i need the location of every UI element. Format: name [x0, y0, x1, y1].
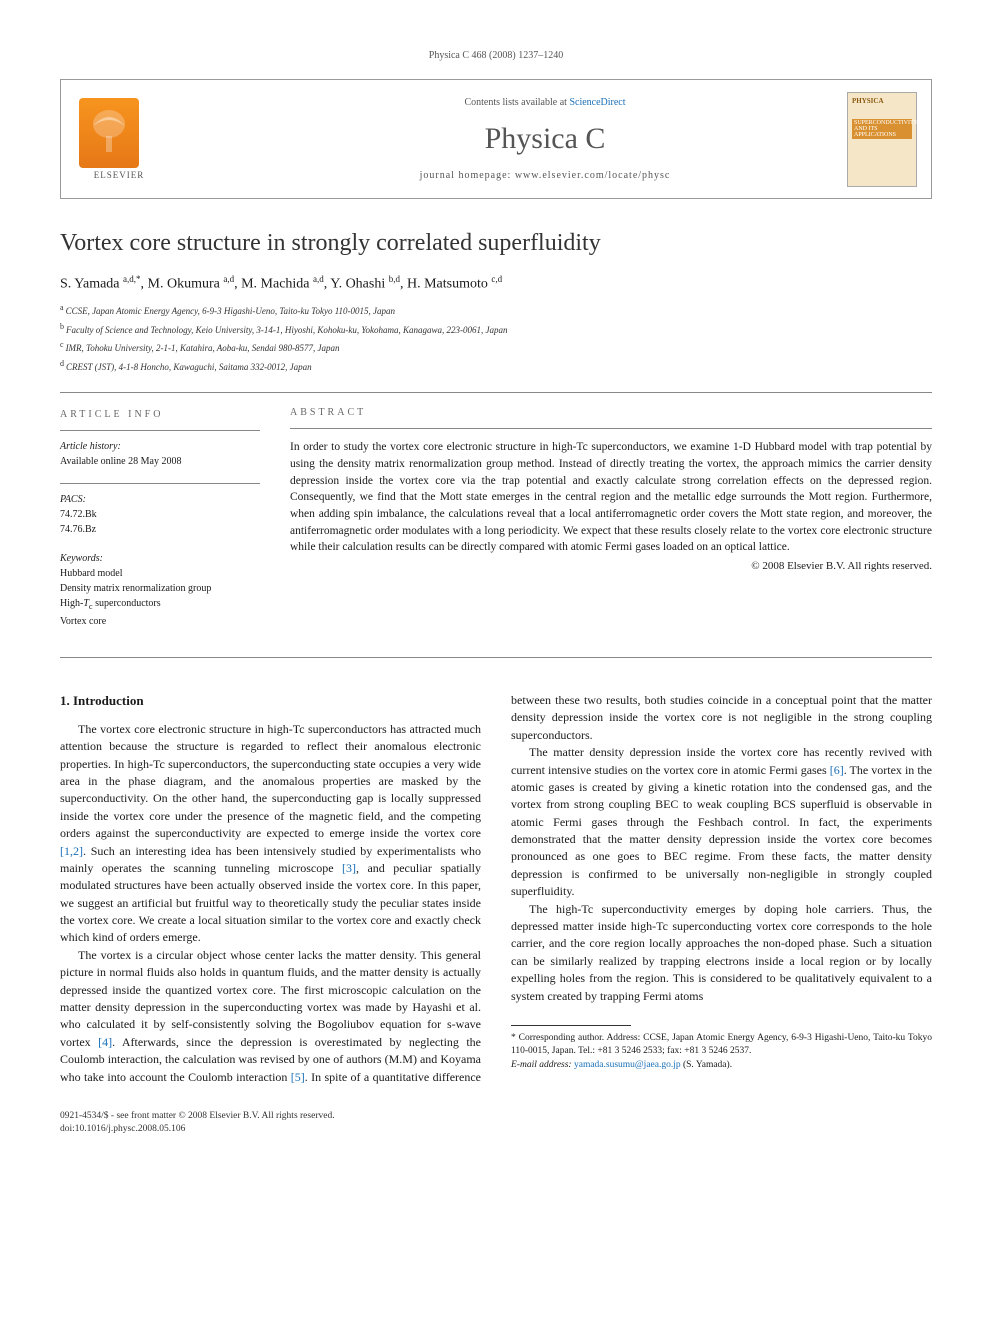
keywords-label: Keywords:	[60, 551, 260, 566]
author-aff: c,d	[491, 274, 502, 284]
footer-issn: 0921-4534/$ - see front matter © 2008 El…	[60, 1110, 335, 1123]
running-header: Physica C 468 (2008) 1237–1240	[60, 50, 932, 61]
footer-doi: doi:10.1016/j.physc.2008.05.106	[60, 1123, 335, 1136]
keyword: Hubbard model	[60, 566, 260, 581]
email-label: E-mail address:	[511, 1060, 572, 1070]
sciencedirect-link[interactable]: ScienceDirect	[569, 97, 625, 108]
affiliation-text: CCSE, Japan Atomic Energy Agency, 6-9-3 …	[66, 306, 395, 316]
homepage-url: www.elsevier.com/locate/physc	[515, 170, 671, 181]
affiliation: bFaculty of Science and Technology, Keio…	[60, 321, 932, 338]
article-info-column: ARTICLE INFO Article history: Available …	[60, 393, 260, 642]
footnotes: * Corresponding author. Address: CCSE, J…	[511, 1032, 932, 1072]
citation-link[interactable]: [3]	[342, 861, 356, 875]
journal-header-box: ELSEVIER Contents lists available at Sci…	[60, 79, 932, 199]
abstract-heading: ABSTRACT	[290, 407, 932, 418]
keyword: Vortex core	[60, 614, 260, 629]
section-heading: 1. Introduction	[60, 692, 481, 711]
body-paragraph: The vortex core electronic structure in …	[60, 721, 481, 947]
citation-link[interactable]: [1,2]	[60, 844, 83, 858]
email-link[interactable]: yamada.susumu@jaea.go.jp	[574, 1060, 681, 1070]
cover-label: PHYSICA	[852, 97, 912, 105]
corresponding-author-note: * Corresponding author. Address: CCSE, J…	[511, 1032, 932, 1059]
cover-band: SUPERCONDUCTIVITY AND ITS APPLICATIONS	[852, 119, 912, 139]
abstract-text: In order to study the vortex core electr…	[290, 439, 932, 556]
abstract-column: ABSTRACT In order to study the vortex co…	[290, 393, 932, 642]
affiliation-text: CREST (JST), 4-1-8 Honcho, Kawaguchi, Sa…	[66, 362, 312, 372]
body-text: The vortex core electronic structure in …	[60, 722, 481, 840]
footnote-separator	[511, 1025, 631, 1026]
body-paragraph: The matter density depression inside the…	[511, 744, 932, 901]
body-text: The high-Tc superconductivity emerges by…	[511, 902, 932, 1003]
citation-link[interactable]: [5]	[291, 1070, 305, 1084]
journal-cover-thumb: PHYSICA SUPERCONDUCTIVITY AND ITS APPLIC…	[847, 92, 917, 187]
citation-link[interactable]: [6]	[830, 763, 844, 777]
pacs-value: 74.72.Bk	[60, 507, 260, 522]
keyword: High-Tc superconductors	[60, 596, 260, 613]
divider	[60, 657, 932, 658]
keyword: Density matrix renormalization group	[60, 581, 260, 596]
email-who: (S. Yamada).	[683, 1060, 732, 1070]
elsevier-label: ELSEVIER	[79, 170, 159, 180]
author-aff: a,d,*	[123, 274, 141, 284]
body-two-column: 1. Introduction The vortex core electron…	[60, 692, 932, 1086]
pacs-value: 74.76.Bz	[60, 522, 260, 537]
author: H. Matsumoto	[407, 276, 488, 291]
body-text: . The vortex in the atomic gases is crea…	[511, 763, 932, 899]
citation-link[interactable]: [4]	[98, 1035, 112, 1049]
body-text: The vortex is a circular object whose ce…	[60, 948, 481, 1049]
history-value: Available online 28 May 2008	[60, 454, 260, 469]
divider	[60, 483, 260, 484]
affiliation-text: Faculty of Science and Technology, Keio …	[66, 325, 508, 335]
author: M. Okumura	[148, 276, 220, 291]
contents-prefix: Contents lists available at	[464, 97, 569, 108]
affiliation: cIMR, Tohoku University, 2-1-1, Katahira…	[60, 339, 932, 356]
article-title: Vortex core structure in strongly correl…	[60, 229, 932, 258]
author: Y. Ohashi	[330, 276, 385, 291]
body-paragraph: The high-Tc superconductivity emerges by…	[511, 901, 932, 1005]
affiliation-text: IMR, Tohoku University, 2-1-1, Katahira,…	[66, 343, 340, 353]
homepage-prefix: journal homepage:	[420, 170, 515, 181]
author-aff: b,d	[389, 274, 400, 284]
elsevier-logo: ELSEVIER	[79, 98, 159, 180]
author-list: S. Yamada a,d,*, M. Okumura a,d, M. Mach…	[60, 274, 932, 293]
pacs-label: PACS:	[60, 492, 260, 507]
affiliation: aCCSE, Japan Atomic Energy Agency, 6-9-3…	[60, 302, 932, 319]
author-aff: a,d	[223, 274, 234, 284]
author: S. Yamada	[60, 276, 120, 291]
divider	[290, 428, 932, 429]
article-info-heading: ARTICLE INFO	[60, 407, 260, 422]
journal-name: Physica C	[177, 122, 913, 156]
author-aff: a,d	[313, 274, 324, 284]
affiliation: dCREST (JST), 4-1-8 Honcho, Kawaguchi, S…	[60, 358, 932, 375]
homepage-line: journal homepage: www.elsevier.com/locat…	[177, 170, 913, 181]
divider	[60, 430, 260, 431]
author: M. Machida	[241, 276, 309, 291]
contents-line: Contents lists available at ScienceDirec…	[177, 97, 913, 108]
page-footer: 0921-4534/$ - see front matter © 2008 El…	[60, 1110, 932, 1137]
elsevier-tree-icon	[79, 98, 139, 168]
history-label: Article history:	[60, 439, 260, 454]
abstract-copyright: © 2008 Elsevier B.V. All rights reserved…	[290, 560, 932, 572]
